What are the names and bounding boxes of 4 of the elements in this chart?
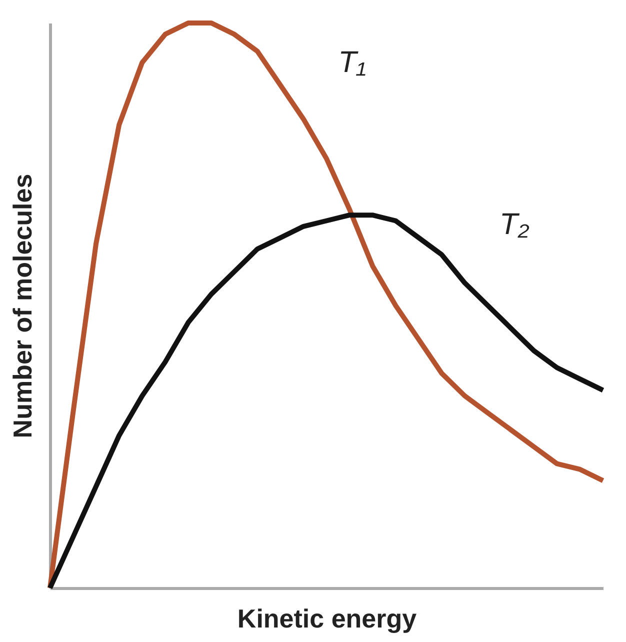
y-axis-title: Number of molecules: [8, 174, 38, 438]
x-axis-title: Kinetic energy: [237, 604, 418, 634]
series-label: T₂: [500, 208, 530, 242]
series-label: T₁: [338, 46, 366, 79]
